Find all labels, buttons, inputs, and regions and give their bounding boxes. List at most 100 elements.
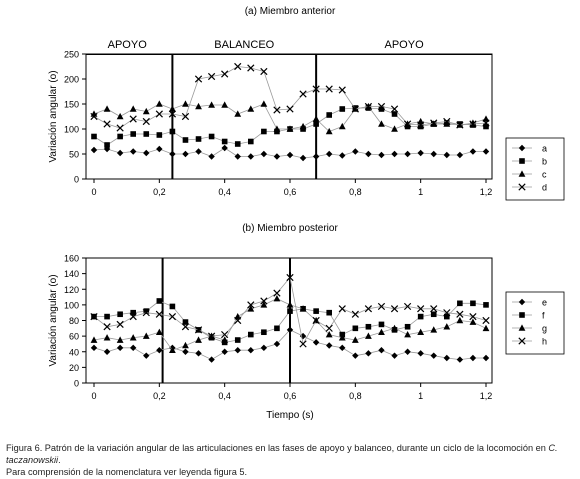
data-point-g (469, 318, 477, 325)
data-point-e (443, 354, 450, 362)
data-point-a (482, 148, 490, 155)
data-point-e (156, 346, 163, 354)
caption-text-line2: Para comprensión de la nomenclatura ver … (6, 467, 248, 477)
legend-marker-d (518, 183, 526, 191)
x-tick-label: 0,8 (349, 187, 362, 197)
data-point-d (312, 85, 320, 93)
data-point-c (116, 112, 124, 120)
data-point-d (351, 105, 359, 113)
data-point-d (456, 121, 464, 129)
y-tick-label: 250 (64, 50, 79, 60)
data-point-b (143, 131, 150, 137)
data-point-h (286, 273, 294, 282)
data-point-c (378, 120, 385, 127)
data-point-a (103, 145, 111, 153)
data-point-a (182, 150, 189, 158)
data-point-e (365, 350, 372, 357)
data-point-a (234, 153, 241, 160)
data-point-a (169, 150, 176, 158)
data-point-d (234, 62, 242, 71)
data-point-g (325, 330, 333, 338)
data-point-e (482, 354, 490, 362)
data-point-b (483, 123, 489, 130)
x-tick-label: 0,2 (153, 391, 166, 401)
chart-title: (a) Miembro anterior (245, 6, 336, 17)
data-point-d (181, 112, 190, 121)
data-point-f (182, 319, 189, 325)
data-point-e (90, 344, 98, 352)
y-tick-label: 0 (74, 379, 79, 389)
data-point-f (352, 325, 359, 332)
data-point-g (286, 301, 294, 308)
data-point-g (338, 334, 346, 341)
data-point-d (207, 72, 216, 81)
data-point-b (104, 142, 110, 148)
data-point-a (116, 149, 124, 157)
data-point-g (182, 341, 189, 349)
data-point-c (443, 120, 451, 127)
data-point-g (365, 332, 372, 339)
data-point-c (195, 102, 202, 110)
data-point-h (273, 289, 281, 297)
data-point-e (417, 350, 424, 357)
data-point-a (286, 151, 294, 159)
data-point-a (417, 149, 424, 157)
data-point-e (273, 340, 281, 348)
x-tick-label: 0,6 (284, 187, 297, 197)
data-point-a (156, 145, 163, 153)
data-point-e (430, 352, 437, 359)
y-tick-label: 160 (64, 254, 79, 264)
data-point-a (247, 153, 254, 160)
data-point-d (377, 102, 386, 111)
data-point-d (90, 112, 98, 121)
data-point-d (155, 110, 163, 118)
x-tick-label: 0,8 (349, 391, 362, 401)
x-axis-label: Tiempo (s) (266, 410, 313, 421)
legend-label: c (542, 170, 547, 180)
y-axis-label: Variación angular (o) (48, 70, 59, 162)
data-point-h (247, 301, 255, 309)
legend-marker-f (519, 312, 525, 318)
data-point-b (117, 133, 123, 140)
data-point-c (129, 105, 137, 112)
data-point-g (247, 305, 255, 312)
x-tick-label: 0,2 (153, 187, 166, 197)
data-point-c (169, 105, 176, 112)
data-point-g (90, 336, 98, 343)
data-point-c (299, 122, 307, 130)
data-point-e (469, 354, 477, 362)
data-point-d (286, 105, 294, 113)
data-point-h (194, 326, 203, 334)
data-point-h (456, 310, 464, 318)
y-tick-label: 50 (69, 150, 79, 160)
data-point-f (234, 337, 241, 343)
data-point-f (378, 321, 385, 328)
data-point-h (155, 310, 163, 318)
data-point-g (443, 323, 451, 330)
data-point-h (129, 312, 137, 321)
data-point-b (156, 132, 163, 138)
data-point-a (326, 150, 333, 158)
data-point-f (287, 308, 293, 314)
data-point-g (391, 324, 398, 332)
legend-label: b (542, 157, 547, 167)
data-point-d (417, 121, 425, 129)
data-point-e (326, 342, 333, 349)
data-point-c (142, 107, 150, 115)
data-point-d (194, 75, 203, 83)
data-point-b (248, 138, 254, 145)
data-point-f (483, 302, 489, 308)
data-point-d (325, 85, 333, 93)
data-point-c (208, 101, 215, 108)
x-tick-label: 1,2 (480, 187, 493, 197)
data-point-e (221, 348, 228, 355)
data-point-e (130, 344, 137, 352)
data-point-c (234, 110, 242, 117)
data-point-c (221, 101, 229, 108)
data-point-a (273, 153, 281, 160)
data-point-a (443, 151, 450, 159)
y-tick-label: 140 (64, 269, 79, 279)
data-point-f (117, 311, 123, 318)
legend-marker-e (518, 298, 526, 306)
data-point-a (90, 146, 98, 154)
